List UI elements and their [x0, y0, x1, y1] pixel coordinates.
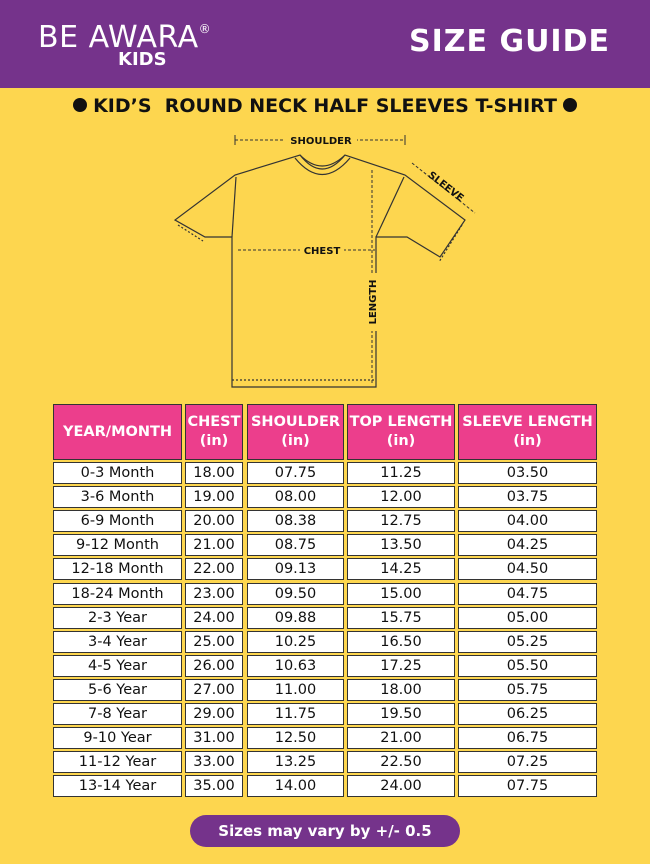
brand-sub: KIDS — [118, 49, 167, 70]
page-title: SIZE GUIDE — [408, 24, 610, 59]
header-text: SLEEVE LENGTH — [462, 414, 593, 430]
cell-chest: 29.00 — [185, 703, 243, 726]
cell-shoulder: 10.25 — [247, 630, 344, 653]
cell-sleeve-length: 04.75 — [458, 582, 597, 605]
cell-sleeve-length: 05.75 — [458, 678, 597, 701]
cell-sleeve-length: 05.00 — [458, 606, 597, 629]
cell-chest: 27.00 — [185, 678, 243, 701]
cell-shoulder: 08.75 — [247, 534, 344, 557]
cell-year-month: 11-12 Year — [53, 751, 182, 774]
cell-shoulder: 08.00 — [247, 486, 344, 509]
cell-top-length: 14.25 — [347, 558, 455, 581]
cell-chest: 31.00 — [185, 727, 243, 750]
cell-top-length: 18.00 — [347, 678, 455, 701]
header-text: (in) — [513, 433, 542, 449]
cell-sleeve-length: 07.75 — [458, 775, 597, 798]
cell-chest: 35.00 — [185, 775, 243, 798]
cell-shoulder: 09.88 — [247, 606, 344, 629]
cell-year-month: 4-5 Year — [53, 654, 182, 677]
header-text: SHOULDER — [250, 414, 341, 430]
cell-shoulder: 12.50 — [247, 727, 344, 750]
cell-year-month: 9-10 Year — [53, 727, 182, 750]
cell-shoulder: 09.50 — [247, 582, 344, 605]
cell-top-length: 12.00 — [347, 486, 455, 509]
cell-sleeve-length: 06.75 — [458, 727, 597, 750]
header-banner: BE AWARA® KIDS SIZE GUIDE — [0, 0, 650, 88]
header-text: (in) — [199, 433, 229, 449]
cell-shoulder: 10.63 — [247, 654, 344, 677]
cell-shoulder: 11.00 — [247, 678, 344, 701]
header-text: TOP LENGTH — [349, 414, 453, 430]
cell-sleeve-length: 05.50 — [458, 654, 597, 677]
cell-year-month: 3-4 Year — [53, 630, 182, 653]
cell-sleeve-length: 04.00 — [458, 510, 597, 533]
cell-year-month: 13-14 Year — [53, 775, 182, 798]
header-top-length: TOP LENGTH (in) — [347, 404, 455, 460]
cell-chest: 22.00 — [185, 558, 243, 581]
cell-top-length: 11.25 — [347, 462, 455, 485]
cell-chest: 19.00 — [185, 486, 243, 509]
brand-logo: BE AWARA® — [38, 20, 211, 55]
cell-chest: 20.00 — [185, 510, 243, 533]
cell-chest: 18.00 — [185, 462, 243, 485]
cell-year-month: 2-3 Year — [53, 606, 182, 629]
brand-name: BE AWARA — [38, 20, 199, 55]
header-year-month: YEAR/MONTH — [53, 404, 182, 460]
cell-chest: 26.00 — [185, 654, 243, 677]
cell-year-month: 3-6 Month — [53, 486, 182, 509]
registered-mark: ® — [198, 22, 212, 36]
cell-year-month: 18-24 Month — [53, 582, 182, 605]
cell-top-length: 21.00 — [347, 727, 455, 750]
cell-shoulder: 08.38 — [247, 510, 344, 533]
bullet-icon — [73, 97, 88, 112]
cell-top-length: 12.75 — [347, 510, 455, 533]
cell-sleeve-length: 07.25 — [458, 751, 597, 774]
product-title: KID’S ROUND NECK HALF SLEEVES T-SHIRT — [0, 95, 650, 117]
cell-year-month: 5-6 Year — [53, 678, 182, 701]
shoulder-label: SHOULDER — [290, 136, 352, 147]
cell-sleeve-length: 04.50 — [458, 558, 597, 581]
cell-top-length: 24.00 — [347, 775, 455, 798]
chest-label: CHEST — [304, 246, 341, 257]
cell-top-length: 17.25 — [347, 654, 455, 677]
cell-sleeve-length: 04.25 — [458, 534, 597, 557]
header-text: (in) — [386, 433, 416, 449]
cell-year-month: 0-3 Month — [53, 462, 182, 485]
cell-year-month: 12-18 Month — [53, 558, 182, 581]
cell-top-length: 15.00 — [347, 582, 455, 605]
cell-top-length: 22.50 — [347, 751, 455, 774]
header-shoulder: SHOULDER (in) — [247, 404, 344, 460]
cell-sleeve-length: 03.50 — [458, 462, 597, 485]
cell-sleeve-length: 05.25 — [458, 630, 597, 653]
tshirt-diagram: SHOULDER CHEST LENGTH SLEEVE — [173, 133, 476, 388]
cell-year-month: 6-9 Month — [53, 510, 182, 533]
header-text: (in) — [281, 433, 310, 449]
cell-shoulder: 09.13 — [247, 558, 344, 581]
cell-chest: 25.00 — [185, 630, 243, 653]
header-sleeve-length: SLEEVE LENGTH (in) — [458, 404, 597, 460]
cell-top-length: 19.50 — [347, 703, 455, 726]
cell-sleeve-length: 03.75 — [458, 486, 597, 509]
cell-chest: 33.00 — [185, 751, 243, 774]
header-text: YEAR/MONTH — [62, 423, 172, 440]
cell-chest: 21.00 — [185, 534, 243, 557]
bullet-icon — [562, 97, 577, 112]
cell-shoulder: 13.25 — [247, 751, 344, 774]
cell-year-month: 9-12 Month — [53, 534, 182, 557]
cell-shoulder: 11.75 — [247, 703, 344, 726]
cell-chest: 24.00 — [185, 606, 243, 629]
cell-year-month: 7-8 Year — [53, 703, 182, 726]
length-label: LENGTH — [368, 280, 379, 325]
cell-sleeve-length: 06.25 — [458, 703, 597, 726]
size-note: Sizes may vary by +/- 0.5 — [190, 815, 460, 847]
header-text: CHEST — [187, 414, 241, 430]
product-title-text: KID’S ROUND NECK HALF SLEEVES T-SHIRT — [93, 95, 557, 117]
cell-chest: 23.00 — [185, 582, 243, 605]
cell-top-length: 16.50 — [347, 630, 455, 653]
cell-top-length: 13.50 — [347, 534, 455, 557]
cell-shoulder: 07.75 — [247, 462, 344, 485]
cell-top-length: 15.75 — [347, 606, 455, 629]
cell-shoulder: 14.00 — [247, 775, 344, 798]
header-chest: CHEST (in) — [185, 404, 243, 460]
